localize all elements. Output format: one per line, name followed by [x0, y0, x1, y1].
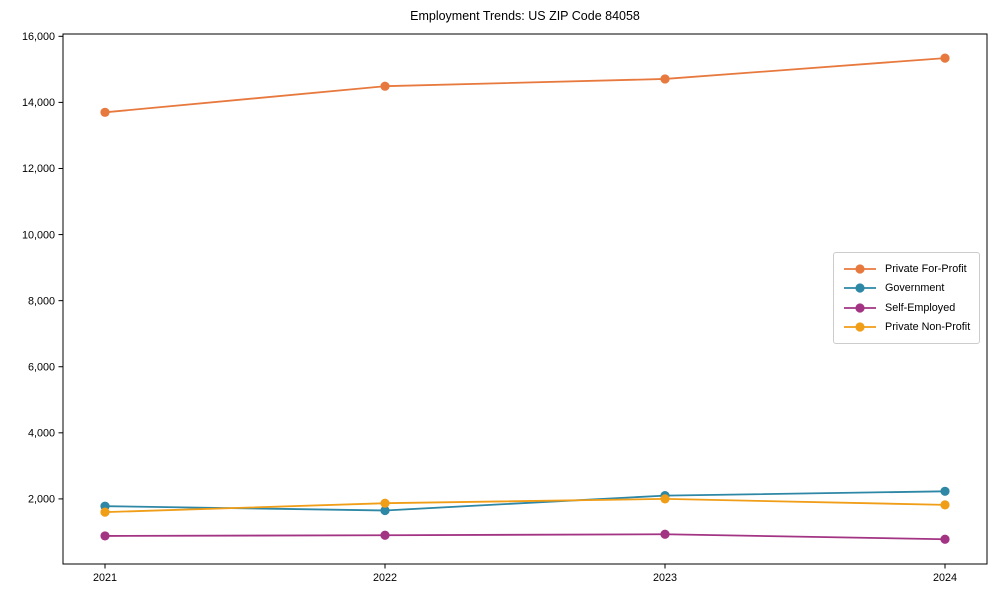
legend-label: Private For-Profit	[885, 262, 967, 275]
y-tick-label: 2,000	[28, 494, 55, 506]
data-point	[940, 500, 950, 510]
legend-marker-icon	[844, 264, 876, 274]
legend-label: Self-Employed	[885, 301, 956, 314]
legend-marker-icon	[844, 322, 876, 332]
legend-item-private-non-profit: Private Non-Profit	[843, 318, 970, 338]
data-point	[660, 494, 670, 504]
series-line-private-for-profit	[104, 57, 946, 114]
data-point	[380, 505, 390, 516]
data-point	[940, 534, 950, 544]
legend-item-government: Government	[843, 279, 970, 299]
legend-marker-icon	[844, 303, 876, 313]
x-tick-label: 2022	[373, 572, 397, 584]
legend-label: Government	[885, 282, 945, 295]
series-line-self-employed	[104, 533, 946, 541]
chart-title: Employment Trends: US ZIP Code 84058	[410, 9, 640, 23]
legend: Private For-Profit Government Self-Employe…	[833, 252, 981, 344]
series-line-private-non-profit	[104, 498, 946, 514]
x-tick-label: 2024	[933, 572, 957, 584]
data-point	[660, 74, 670, 84]
data-point	[100, 507, 110, 517]
y-tick-label: 10,000	[22, 229, 55, 241]
x-tick-label: 2023	[653, 572, 677, 584]
data-point	[380, 81, 390, 91]
data-point	[380, 498, 390, 508]
data-point	[380, 530, 390, 540]
y-tick-label: 8,000	[28, 295, 55, 307]
data-point	[100, 531, 110, 541]
y-tick-label: 4,000	[28, 428, 55, 440]
data-point	[100, 107, 110, 117]
y-tick-label: 16,000	[22, 31, 55, 43]
y-tick-label: 12,000	[22, 163, 55, 175]
x-tick-label: 2021	[93, 572, 117, 584]
y-tick-label: 14,000	[22, 97, 55, 109]
legend-item-self-employed: Self-Employed	[843, 298, 970, 318]
legend-marker-icon	[844, 283, 876, 293]
data-point	[940, 486, 950, 496]
data-point	[940, 53, 950, 63]
y-tick-label: 6,000	[28, 361, 55, 373]
axes-border	[62, 33, 988, 565]
legend-item-private-for-profit: Private For-Profit	[843, 259, 970, 279]
legend-label: Private Non-Profit	[885, 321, 971, 334]
data-point	[660, 529, 670, 539]
